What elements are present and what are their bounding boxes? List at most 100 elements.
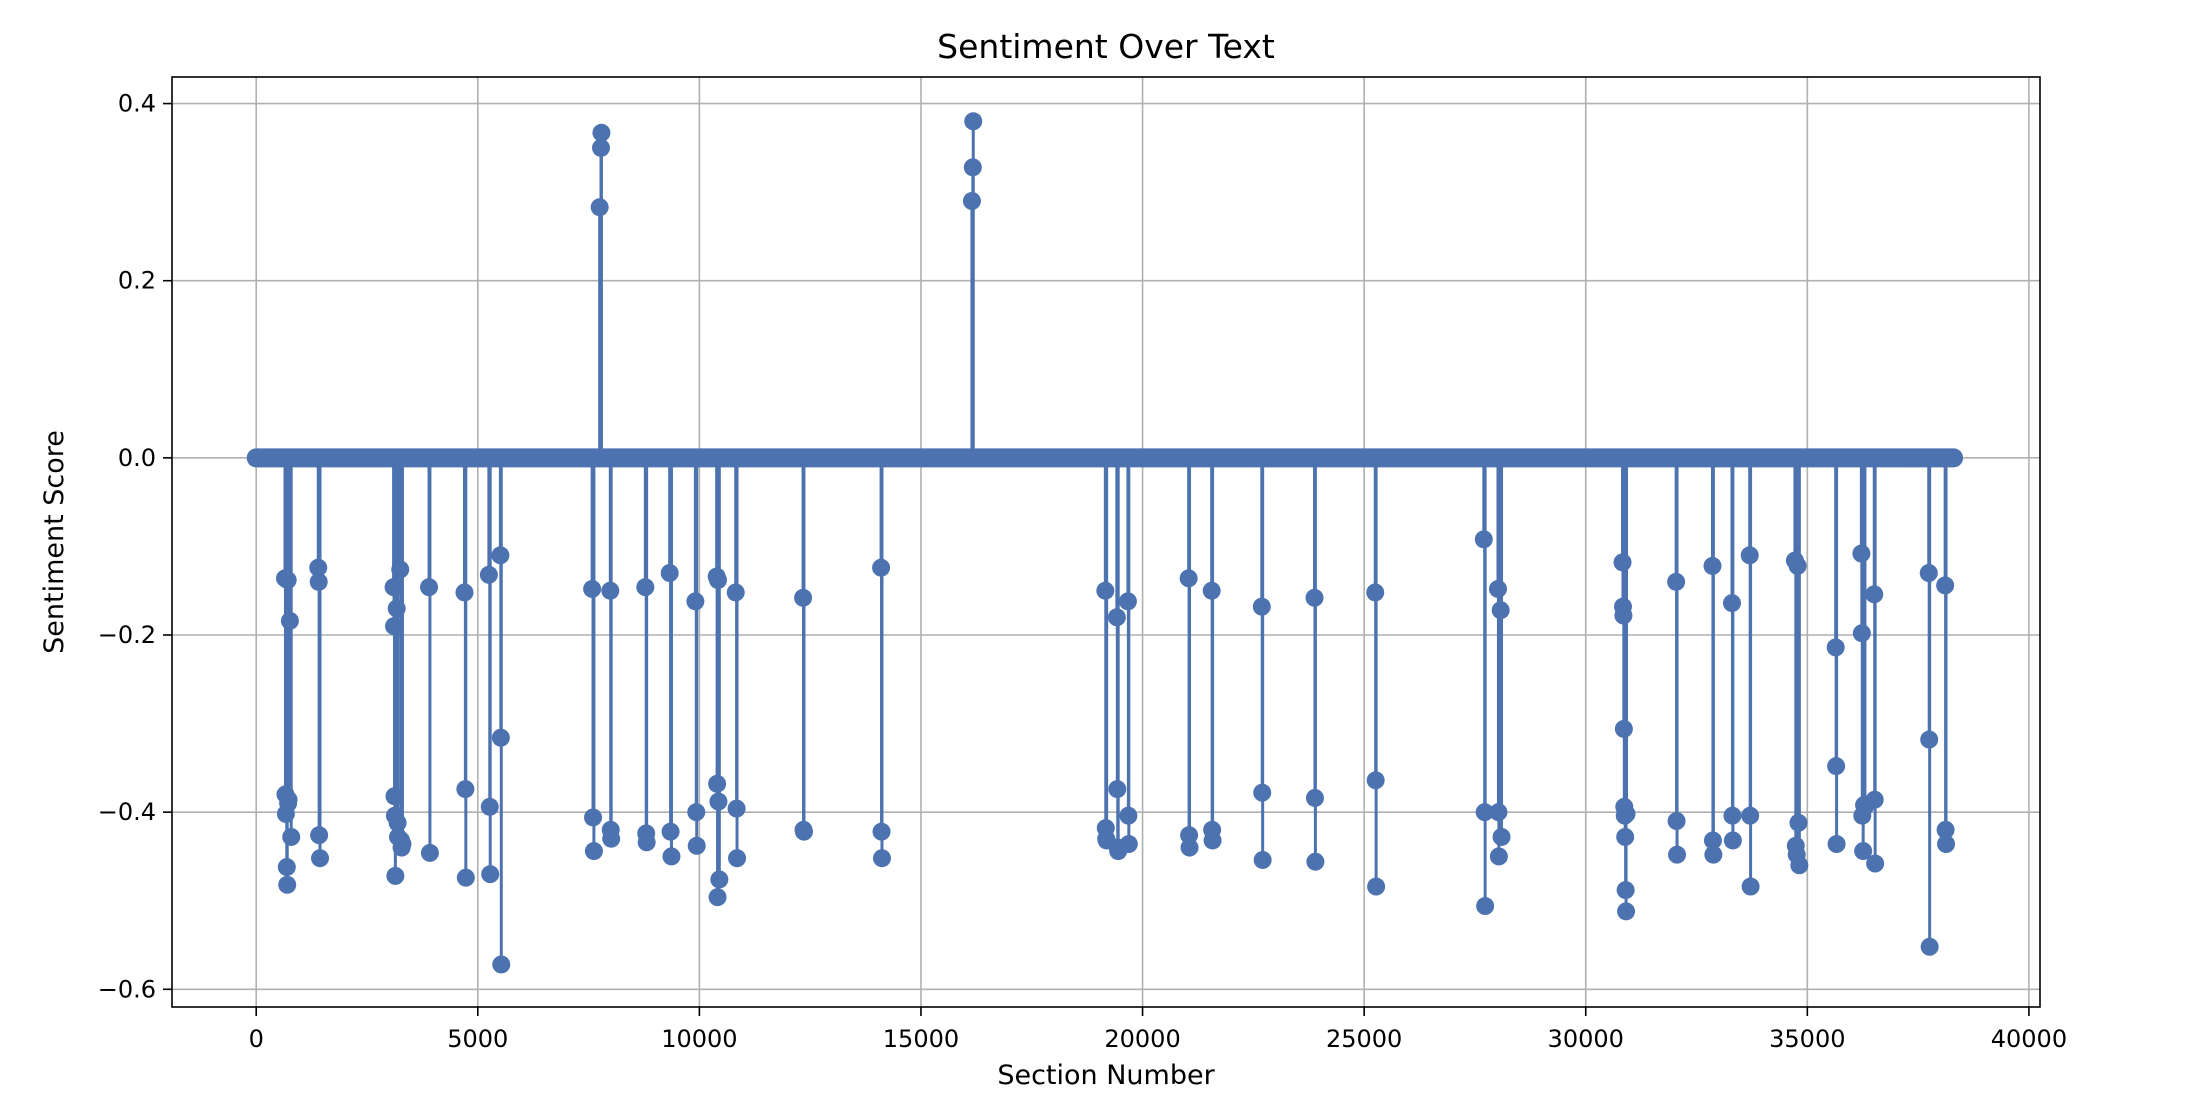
data-point bbox=[963, 158, 982, 177]
data-point bbox=[1366, 583, 1385, 602]
data-point bbox=[872, 822, 891, 841]
data-point bbox=[420, 578, 439, 597]
data-point bbox=[491, 546, 510, 565]
data-point bbox=[388, 813, 407, 832]
data-point bbox=[278, 875, 297, 894]
data-point bbox=[1096, 581, 1115, 600]
data-point bbox=[708, 774, 727, 793]
data-point bbox=[661, 822, 680, 841]
data-point bbox=[386, 866, 405, 885]
data-point bbox=[1492, 827, 1511, 846]
data-point bbox=[1827, 757, 1846, 776]
data-point bbox=[962, 192, 981, 210]
data-point bbox=[1488, 579, 1507, 598]
x-tick-label: 10000 bbox=[661, 1025, 737, 1053]
data-point bbox=[1854, 842, 1873, 861]
data-point bbox=[872, 558, 891, 577]
data-point bbox=[1789, 813, 1808, 832]
y-axis-label: Sentiment Score bbox=[39, 430, 70, 654]
data-point bbox=[481, 865, 500, 884]
data-point bbox=[1703, 831, 1722, 850]
x-tick-label: 20000 bbox=[1104, 1025, 1180, 1053]
data-point bbox=[1179, 569, 1198, 588]
plot-frame bbox=[171, 76, 2041, 1008]
data-point bbox=[480, 797, 499, 816]
data-point bbox=[584, 808, 603, 827]
data-point bbox=[393, 835, 412, 854]
data-point bbox=[1616, 827, 1635, 846]
y-tick-label: −0.2 bbox=[98, 621, 156, 649]
data-point bbox=[660, 564, 679, 582]
x-tick-label: 35000 bbox=[1769, 1025, 1845, 1053]
data-point bbox=[1865, 790, 1884, 809]
data-point bbox=[710, 870, 729, 889]
data-point bbox=[479, 565, 498, 584]
data-point bbox=[455, 583, 474, 602]
data-point bbox=[1704, 845, 1723, 864]
data-point bbox=[1203, 831, 1222, 850]
x-tick-label: 40000 bbox=[1991, 1025, 2067, 1053]
x-axis-ticks: 0 5000 10000 15000 20000 25000 30000 35000 40000 bbox=[249, 1007, 2067, 1053]
data-point bbox=[1180, 838, 1199, 857]
data-point bbox=[1741, 877, 1760, 896]
data-point bbox=[1252, 597, 1271, 616]
data-point bbox=[602, 829, 621, 848]
data-point bbox=[1617, 902, 1636, 921]
data-point bbox=[583, 579, 602, 598]
data-point bbox=[1723, 806, 1742, 825]
y-tick-label: −0.6 bbox=[98, 975, 156, 1003]
data-point bbox=[1852, 544, 1871, 563]
data-point bbox=[1617, 804, 1636, 823]
x-axis-label: Section Number bbox=[997, 1060, 1215, 1091]
data-point bbox=[1613, 553, 1632, 572]
y-tick-label: −0.4 bbox=[98, 798, 156, 826]
data-point bbox=[708, 888, 727, 907]
data-point bbox=[1827, 835, 1846, 854]
x-tick-label: 15000 bbox=[883, 1025, 959, 1053]
data-point bbox=[282, 827, 301, 846]
data-point bbox=[278, 571, 297, 590]
data-point bbox=[309, 558, 328, 577]
data-point bbox=[1703, 556, 1722, 575]
data-point bbox=[662, 847, 681, 866]
data-point bbox=[636, 578, 655, 597]
data-point bbox=[1852, 624, 1871, 643]
data-point bbox=[1937, 835, 1956, 854]
data-point bbox=[708, 571, 727, 590]
data-point bbox=[1826, 638, 1845, 657]
data-point bbox=[456, 780, 475, 799]
data-point bbox=[1788, 556, 1807, 575]
data-point bbox=[1305, 788, 1324, 807]
data-point bbox=[687, 836, 706, 855]
data-point bbox=[637, 833, 656, 852]
data-point bbox=[1119, 835, 1138, 854]
data-point bbox=[1614, 719, 1633, 738]
data-point bbox=[728, 849, 747, 868]
data-point bbox=[1936, 576, 1955, 595]
data-point bbox=[277, 858, 296, 877]
data-point bbox=[1474, 530, 1493, 549]
data-point bbox=[1253, 783, 1272, 802]
x-tick-label: 5000 bbox=[447, 1025, 508, 1053]
data-point bbox=[280, 611, 299, 630]
y-tick-label: 0.0 bbox=[118, 444, 156, 472]
data-point bbox=[387, 599, 406, 618]
stem-lines bbox=[283, 121, 1948, 965]
data-point bbox=[311, 849, 330, 868]
data-point bbox=[1614, 606, 1633, 625]
data-point bbox=[1920, 730, 1939, 749]
data-point bbox=[601, 581, 620, 600]
data-point bbox=[1118, 592, 1137, 611]
data-point bbox=[1491, 601, 1510, 620]
data-point bbox=[726, 583, 745, 602]
x-tick-label: 30000 bbox=[1548, 1025, 1624, 1053]
data-point bbox=[1865, 585, 1884, 604]
data-point bbox=[1668, 845, 1687, 864]
data-point bbox=[1866, 854, 1885, 873]
data-point bbox=[384, 578, 403, 597]
data-point bbox=[687, 803, 706, 822]
data-point bbox=[391, 560, 410, 579]
data-point bbox=[1367, 877, 1386, 896]
data-point bbox=[1306, 852, 1325, 871]
